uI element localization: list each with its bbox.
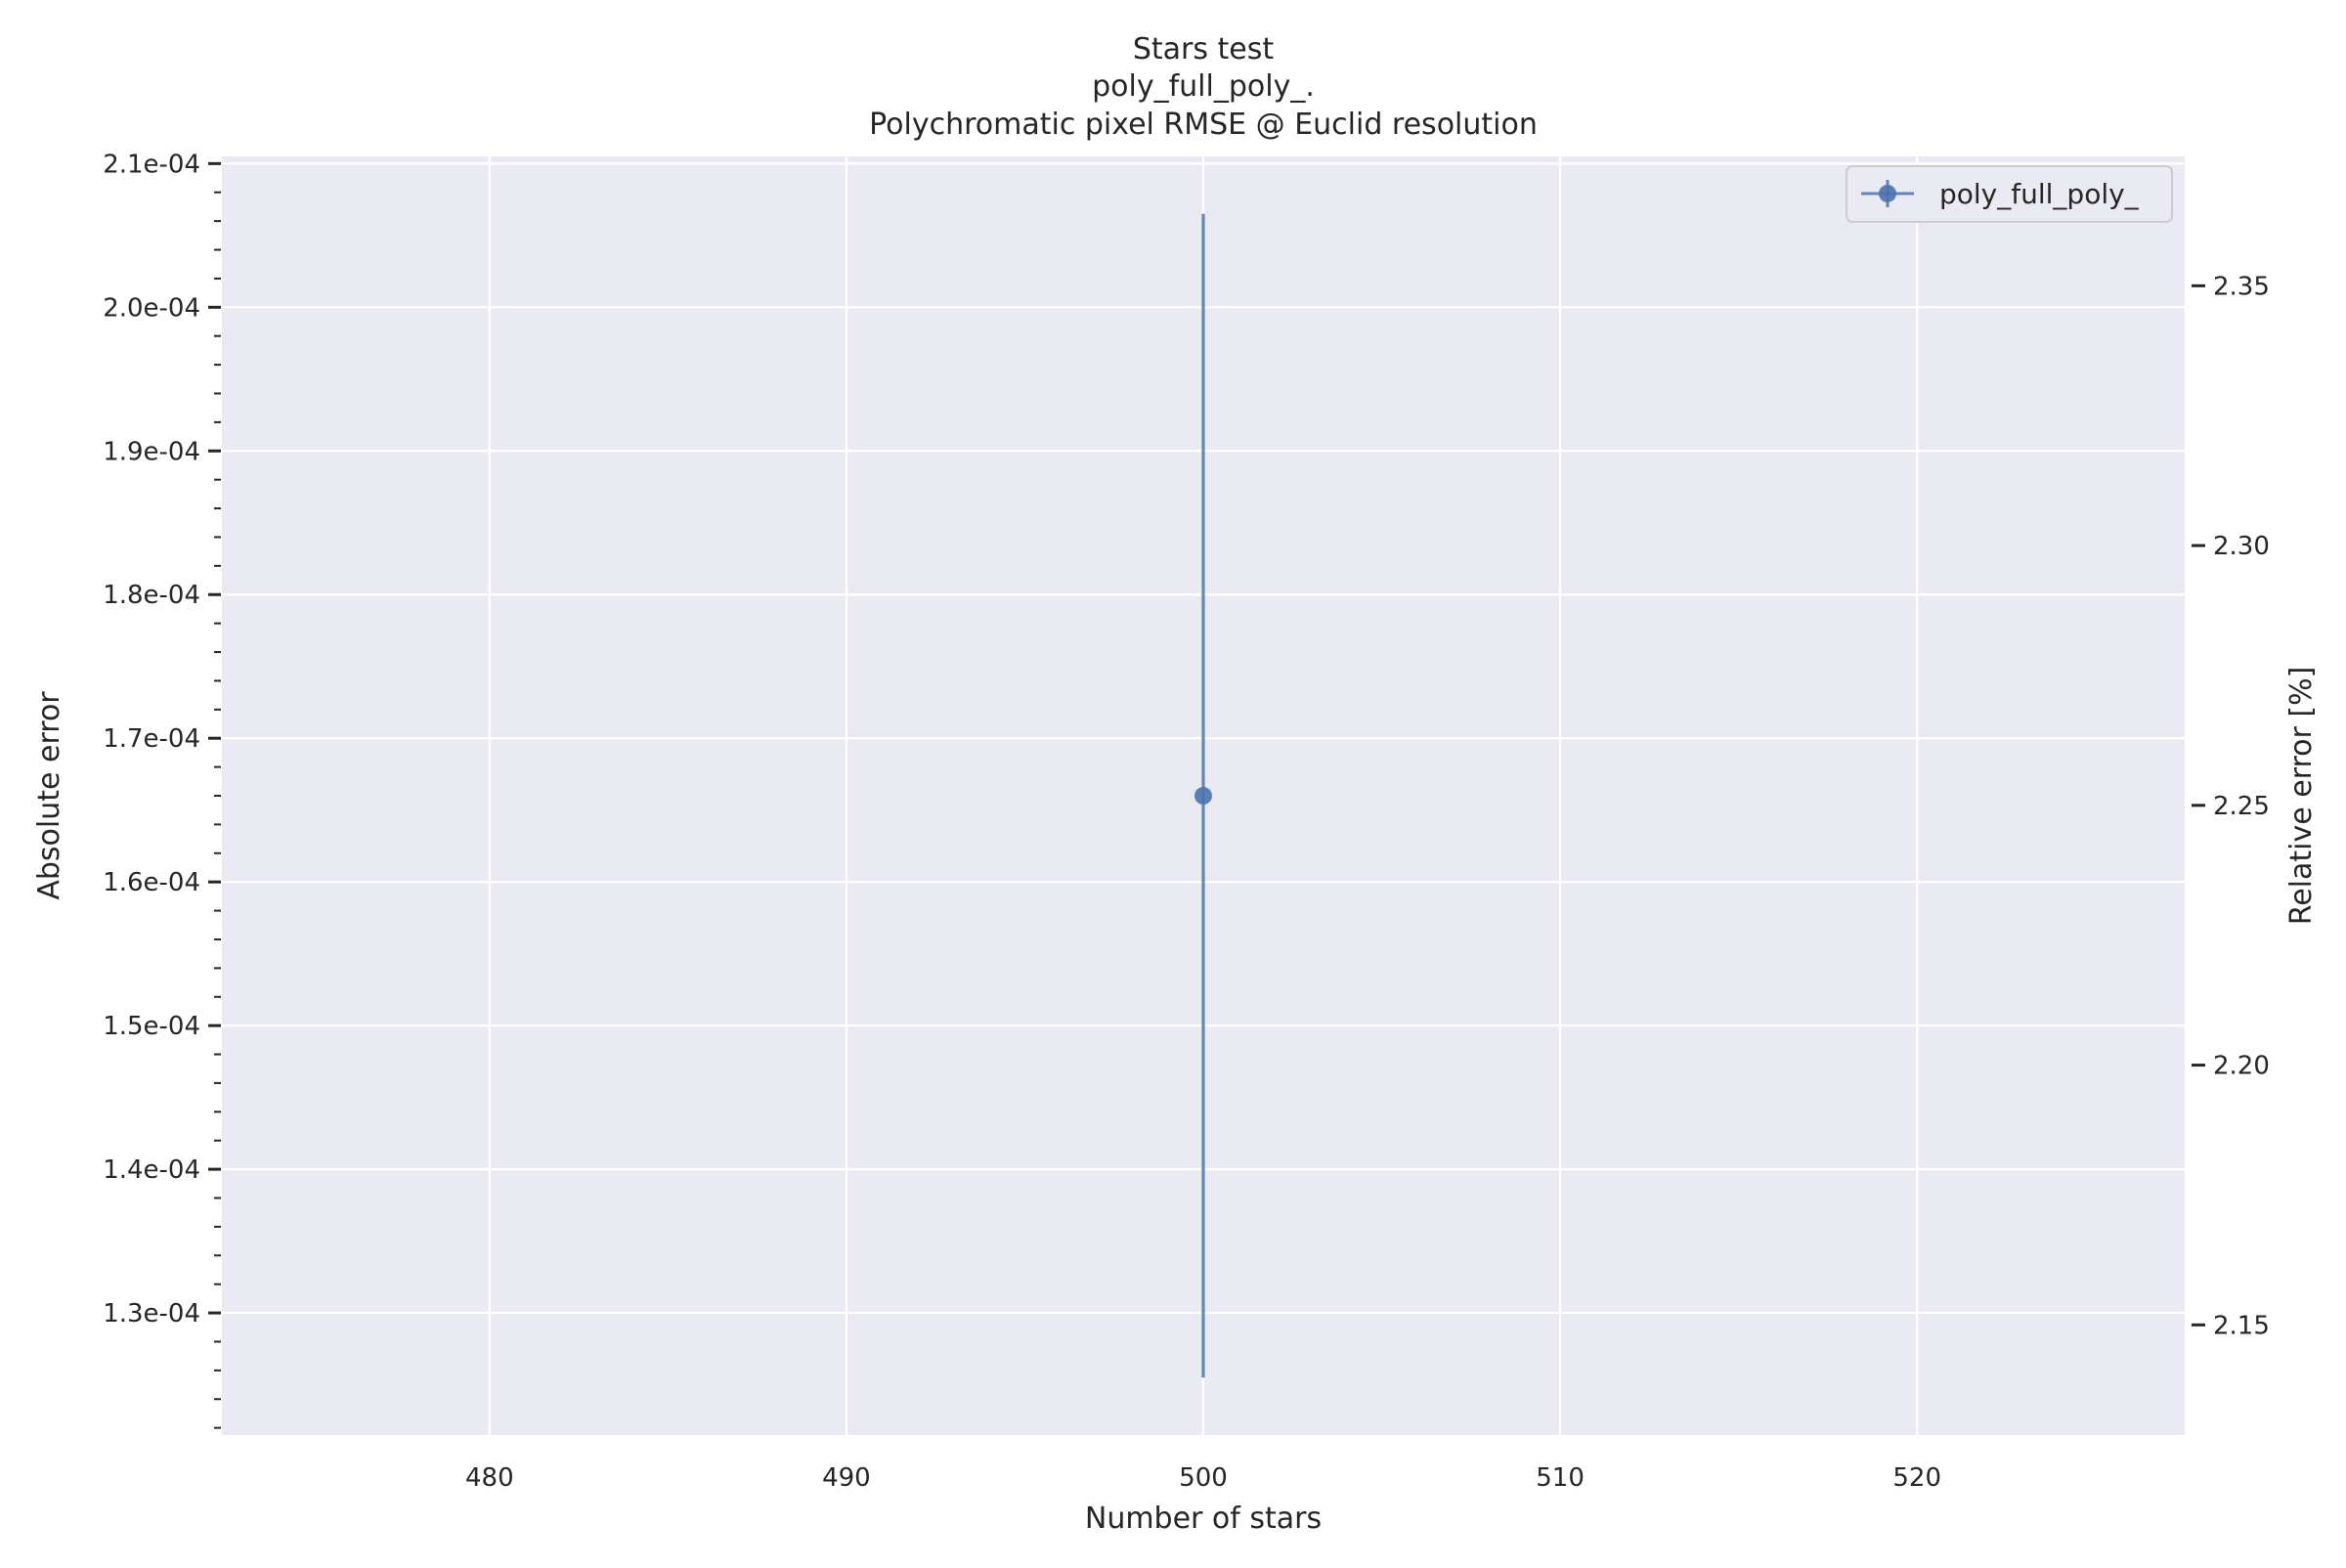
x-tick-label: 520 <box>1892 1463 1941 1493</box>
y-tick-label: 1.6e-04 <box>103 868 200 897</box>
legend-box <box>1846 165 2173 223</box>
chart-title-line-3: Polychromatic pixel RMSE @ Euclid resolu… <box>869 108 1538 142</box>
y-axis-right: 2.15 2.20 2.25 2.30 2.35 <box>2192 272 2270 1340</box>
chart-title-line-2: poly_full_poly_. <box>1092 69 1315 104</box>
y-right-tick-label: 2.35 <box>2213 272 2270 301</box>
y-tick-label: 2.0e-04 <box>103 293 200 323</box>
y-tick-label: 1.7e-04 <box>103 724 200 754</box>
data-point <box>1195 787 1212 805</box>
x-axis-label: Number of stars <box>1085 1502 1322 1536</box>
legend-label: poly_full_poly_ <box>1939 178 2140 210</box>
y-tick-label: 1.8e-04 <box>103 581 200 610</box>
x-tick-label: 510 <box>1536 1463 1585 1493</box>
y-axis-left: 1.3e-04 1.4e-04 1.5e-04 1.6e-04 1.7e-04 1.8e-… <box>103 150 221 1429</box>
y-tick-label: 1.9e-04 <box>103 437 200 466</box>
y-tick-label: 2.1e-04 <box>103 150 200 179</box>
y-right-tick-label: 2.20 <box>2213 1052 2270 1081</box>
x-tick-label: 500 <box>1179 1463 1228 1493</box>
x-tick-label: 480 <box>465 1463 514 1493</box>
y-tick-label: 1.5e-04 <box>103 1012 200 1041</box>
y-right-tick-label: 2.15 <box>2213 1311 2270 1340</box>
y-axis-label-right: Relative error [%] <box>2284 667 2319 926</box>
y-axis-label-left: Absolute error <box>32 691 66 900</box>
legend-point-marker <box>1879 185 1896 202</box>
series-layer <box>1195 213 1212 1378</box>
x-axis: 480 490 500 510 520 <box>465 1463 1941 1493</box>
legend: poly_full_poly_ <box>1846 165 2173 223</box>
x-tick-label: 490 <box>822 1463 871 1493</box>
y-right-tick-label: 2.30 <box>2213 532 2270 561</box>
chart-title-line-1: Stars test <box>1133 32 1275 66</box>
y-tick-label: 1.4e-04 <box>103 1155 200 1185</box>
y-right-tick-label: 2.25 <box>2213 792 2270 821</box>
y-tick-label: 1.3e-04 <box>103 1299 200 1328</box>
